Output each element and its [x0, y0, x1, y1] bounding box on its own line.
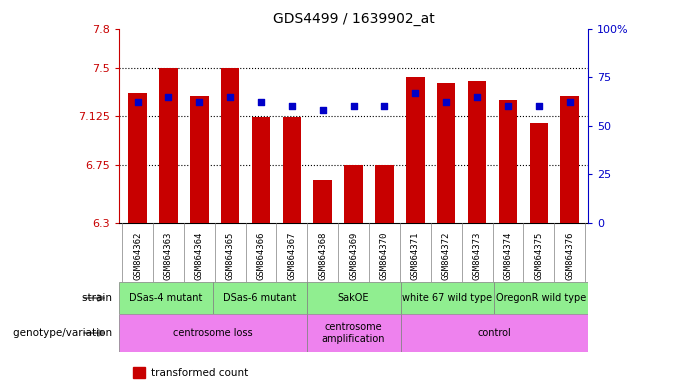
Bar: [221, 68, 239, 223]
Bar: [375, 164, 394, 223]
Text: GSM864375: GSM864375: [534, 232, 543, 280]
Point: [163, 94, 174, 100]
Point: [256, 99, 267, 106]
Bar: [313, 180, 332, 223]
Bar: [119, 314, 307, 352]
Point: [441, 99, 452, 106]
Text: GSM864366: GSM864366: [256, 232, 265, 280]
Text: GSM864374: GSM864374: [503, 232, 513, 280]
Point: [194, 99, 205, 106]
Bar: [498, 100, 517, 223]
Point: [318, 107, 328, 113]
Point: [564, 99, 575, 106]
Point: [472, 94, 483, 100]
Point: [503, 103, 513, 109]
Text: DSas-4 mutant: DSas-4 mutant: [129, 293, 203, 303]
Point: [348, 103, 359, 109]
Bar: [133, 367, 144, 378]
Point: [410, 90, 421, 96]
Text: GSM864372: GSM864372: [442, 232, 451, 280]
Bar: [344, 164, 363, 223]
Text: GSM864371: GSM864371: [411, 232, 420, 280]
Text: GSM864368: GSM864368: [318, 232, 327, 280]
Text: genotype/variation: genotype/variation: [13, 328, 116, 338]
Text: GSM864365: GSM864365: [226, 232, 235, 280]
Text: strain: strain: [82, 293, 116, 303]
Text: transformed count: transformed count: [151, 368, 249, 378]
Point: [224, 94, 235, 100]
Bar: [401, 314, 588, 352]
Bar: [307, 314, 401, 352]
Bar: [190, 96, 209, 223]
Bar: [406, 77, 424, 223]
Text: white 67 wild type: white 67 wild type: [403, 293, 492, 303]
Title: GDS4499 / 1639902_at: GDS4499 / 1639902_at: [273, 12, 435, 26]
Bar: [468, 81, 486, 223]
Text: centrosome loss: centrosome loss: [173, 328, 253, 338]
Text: GSM864367: GSM864367: [288, 232, 296, 280]
Bar: [307, 282, 401, 314]
Point: [286, 103, 297, 109]
Text: GSM864376: GSM864376: [565, 232, 574, 280]
Bar: [283, 117, 301, 223]
Bar: [252, 117, 270, 223]
Text: centrosome
amplification: centrosome amplification: [322, 322, 386, 344]
Text: control: control: [477, 328, 511, 338]
Text: GSM864373: GSM864373: [473, 232, 481, 280]
Text: GSM864370: GSM864370: [380, 232, 389, 280]
Point: [132, 99, 143, 106]
Bar: [530, 123, 548, 223]
Text: GSM864363: GSM864363: [164, 232, 173, 280]
Bar: [494, 282, 588, 314]
Text: OregonR wild type: OregonR wild type: [496, 293, 586, 303]
Text: GSM864364: GSM864364: [194, 232, 204, 280]
Text: SakOE: SakOE: [338, 293, 369, 303]
Point: [379, 103, 390, 109]
Bar: [119, 282, 213, 314]
Bar: [437, 83, 456, 223]
Bar: [560, 96, 579, 223]
Bar: [401, 282, 494, 314]
Text: GSM864369: GSM864369: [349, 232, 358, 280]
Bar: [159, 68, 177, 223]
Text: GSM864362: GSM864362: [133, 232, 142, 280]
Point: [533, 103, 544, 109]
Text: DSas-6 mutant: DSas-6 mutant: [223, 293, 296, 303]
Bar: [213, 282, 307, 314]
Bar: [129, 93, 147, 223]
